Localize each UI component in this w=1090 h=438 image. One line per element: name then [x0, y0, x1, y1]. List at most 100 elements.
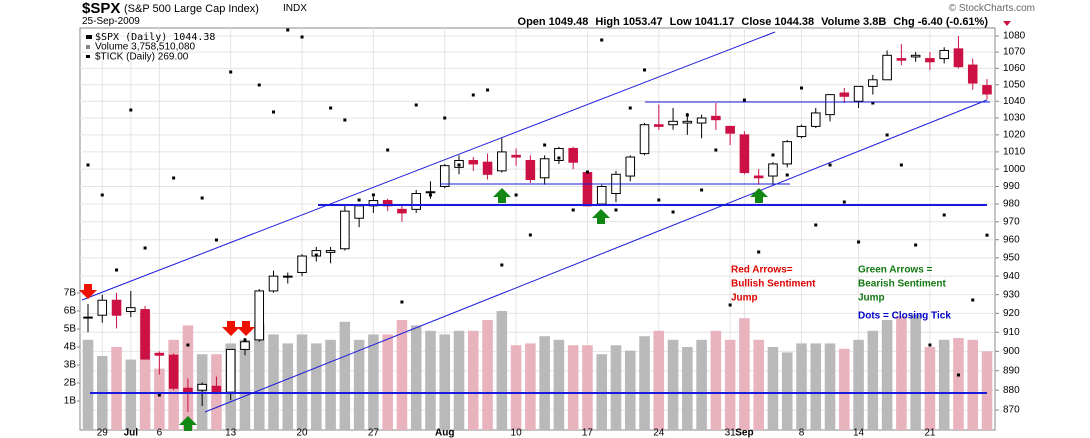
date: 25-Sep-2009: [82, 16, 140, 27]
quote-label: High: [595, 16, 620, 28]
candle-body: [211, 385, 222, 393]
volume-bar: [682, 347, 693, 430]
x-tick-label: 24: [653, 428, 665, 438]
quote-label: Low: [669, 16, 692, 28]
x-tick-label: 31: [725, 428, 737, 438]
volume-bar: [724, 339, 736, 430]
annotation: Dots = Closing Tick: [858, 311, 951, 322]
quote-label: Close: [741, 16, 772, 28]
green-arrow: [592, 209, 610, 224]
y-tick-label: 1000: [1003, 164, 1026, 175]
candle-body: [340, 210, 350, 250]
trend-line: [204, 99, 988, 413]
tick-dot: [272, 110, 276, 114]
candle-body: [982, 85, 992, 95]
candle-body: [711, 115, 721, 121]
tick-dot: [157, 393, 161, 397]
y-tick-label: 1070: [1003, 47, 1026, 58]
tick-dot: [771, 153, 775, 157]
candle-body: [126, 307, 136, 312]
legend-icon: [86, 35, 92, 39]
tick-dot: [842, 200, 846, 204]
y2-tick-label: 6B: [64, 306, 77, 317]
candle-body: [868, 79, 878, 87]
volume-bar: [781, 352, 793, 430]
x-tick-label: 20: [296, 428, 308, 438]
candle-body: [753, 175, 764, 179]
candle-body: [140, 309, 150, 360]
candle-body: [482, 161, 493, 175]
candle-body: [939, 49, 949, 60]
volume-bar: [924, 347, 936, 430]
legend-entry: Volume 3,758,510,080: [95, 42, 196, 53]
volume-bar: [382, 334, 393, 430]
volume-bar: [867, 330, 879, 430]
tick-dot: [956, 373, 960, 377]
header: $SPX (S&P 500 Large Cap Index) INDX 25-S…: [0, 0, 1090, 28]
volume-bar: [425, 330, 436, 430]
tick-dot: [557, 156, 561, 160]
y-tick-label: 930: [1003, 289, 1020, 300]
volume-bar: [653, 330, 665, 430]
candle-body: [168, 354, 179, 389]
tick-dot: [543, 143, 547, 147]
tick-dot: [885, 133, 889, 137]
candle-body: [910, 54, 921, 58]
tick-dot: [714, 148, 718, 152]
volume-bar: [696, 339, 707, 430]
x-tick-label: 17: [582, 428, 594, 438]
candle-body: [282, 275, 293, 278]
candle-body: [268, 275, 279, 292]
candle-body: [225, 348, 236, 393]
tick-dot: [700, 188, 704, 192]
y-tick-label: 1080: [1003, 31, 1026, 42]
tick-dot: [143, 246, 147, 250]
tick-dot: [828, 163, 832, 167]
y2-tick-label: 7B: [64, 288, 77, 299]
candle-body: [967, 64, 978, 84]
volume-bar: [239, 339, 251, 430]
candle-body: [254, 290, 265, 341]
candle-body: [654, 124, 664, 127]
y2-tick-label: 3B: [64, 360, 77, 371]
volume-bar: [739, 318, 750, 430]
volume-bar: [824, 343, 836, 430]
volume-bar: [539, 336, 550, 430]
tick-dot: [343, 118, 347, 122]
candle-body: [853, 85, 864, 102]
candle-body: [425, 191, 436, 194]
legend-entry: $TICK (Daily) 269.00: [95, 52, 189, 63]
volume-bar: [139, 312, 151, 430]
tick-dot: [585, 170, 589, 174]
candle-body: [682, 120, 693, 124]
y-tick-label: 940: [1003, 271, 1020, 282]
candle-body: [725, 125, 735, 134]
quote-label: Volume: [821, 16, 861, 28]
tick-dot: [785, 173, 789, 177]
x-tick-label: 6: [157, 428, 163, 438]
volume-bar: [624, 350, 636, 430]
tick-dot: [86, 163, 90, 167]
volume-bar: [125, 359, 137, 430]
overlay-lines: [81, 31, 990, 413]
volume-bar: [967, 339, 979, 430]
symbol: $SPX: [82, 0, 121, 17]
y2-tick-label: 5B: [64, 324, 77, 335]
legend-entry: $SPX (Daily) 1044.38: [95, 32, 215, 43]
volume-bar: [268, 334, 279, 430]
tick-dot: [471, 93, 475, 97]
tick-dot: [357, 198, 361, 202]
green-arrow: [493, 188, 511, 203]
legend-icon: [86, 45, 90, 49]
tick-dot: [100, 193, 104, 197]
volume-bar: [339, 321, 351, 430]
volume-bar: [553, 339, 565, 430]
candle-body: [354, 205, 364, 219]
menu-icon[interactable]: [1003, 21, 1011, 26]
arrows: [79, 188, 768, 431]
y-tick-label: 880: [1003, 385, 1020, 396]
x-tick-label: 8: [799, 428, 805, 438]
tick-dot: [614, 208, 618, 212]
candle-body: [668, 120, 678, 126]
